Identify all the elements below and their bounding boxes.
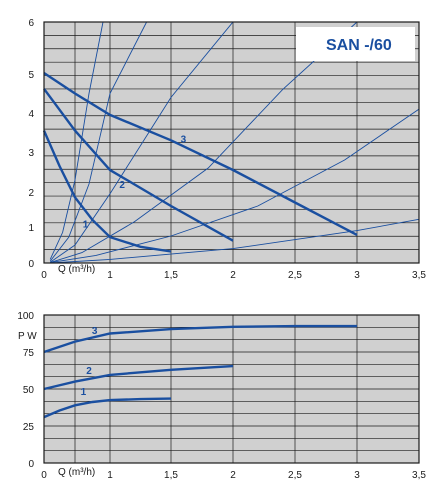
y-tick-label: 4 (28, 109, 34, 120)
power-chart: 1 2 3 0 1 1,5 2 2,5 3 3,5 0 25 50 75 100 P W Q (m³/h) (17, 311, 426, 481)
head-curve-label: 1 (83, 220, 89, 231)
y-tick-label: 1 (28, 223, 34, 234)
power-curve-3 (43, 324, 357, 354)
y-tick-label: 0 (28, 459, 34, 470)
head-chart-x-label: Q (m³/h) (58, 264, 95, 275)
x-tick-label: 3,5 (412, 470, 426, 481)
power-curve-1 (43, 397, 172, 419)
power-chart-y-label: P W (18, 331, 37, 342)
y-tick-label: 50 (23, 385, 35, 396)
x-tick-label: 2,5 (288, 470, 302, 481)
y-tick-label: 5 (28, 70, 34, 81)
power-curve-2 (43, 364, 234, 391)
power-curve-label: 1 (81, 387, 87, 398)
y-tick-label: 75 (23, 348, 35, 359)
head-curve-3 (43, 71, 358, 236)
head-chart-ticks: 0 1 1,5 2 2,5 3 3,5 0 1 2 3 4 5 6 (28, 18, 426, 281)
x-tick-label: 1 (107, 470, 113, 481)
y-tick-label: 2 (28, 188, 34, 199)
head-curve-1 (42, 130, 172, 253)
y-tick-label: 25 (23, 422, 35, 433)
chart-title: SAN -/60 (326, 37, 392, 54)
power-chart-x-label: Q (m³/h) (58, 467, 95, 478)
x-tick-label: 1,5 (164, 470, 178, 481)
head-curve-label: 3 (181, 134, 187, 145)
system-curve (50, 218, 420, 264)
power-chart-frame (43, 314, 420, 464)
x-tick-label: 2,5 (288, 270, 302, 281)
head-curve-label: 2 (119, 180, 125, 191)
x-tick-label: 1,5 (164, 270, 178, 281)
power-curve-label: 2 (86, 366, 92, 377)
x-tick-label: 0 (41, 470, 47, 481)
y-tick-label: 0 (28, 259, 34, 270)
y-tick-label: 3 (28, 148, 34, 159)
power-chart-ticks: 0 1 1,5 2 2,5 3 3,5 0 25 50 75 100 (17, 311, 426, 481)
head-curve-2 (43, 88, 234, 242)
power-curve-label: 3 (92, 326, 98, 337)
y-tick-label: 6 (28, 18, 34, 29)
power-curves: 1 2 3 (43, 324, 357, 419)
y-tick-label: 100 (17, 311, 34, 322)
x-tick-label: 2 (230, 270, 236, 281)
head-curves: 1 2 3 (42, 71, 358, 253)
title-box (296, 27, 415, 61)
x-tick-label: 0 (41, 270, 47, 281)
x-tick-label: 3 (354, 470, 360, 481)
head-chart: 1 2 3 SAN -/60 0 1 1,5 2 2,5 3 3,5 0 1 2 3 4 5 6 Q (m³/… (28, 18, 426, 281)
system-curve (50, 108, 420, 264)
x-tick-label: 2 (230, 470, 236, 481)
x-tick-label: 1 (107, 270, 113, 281)
x-tick-label: 3,5 (412, 270, 426, 281)
x-tick-label: 3 (354, 270, 360, 281)
head-chart-frame (43, 21, 420, 264)
